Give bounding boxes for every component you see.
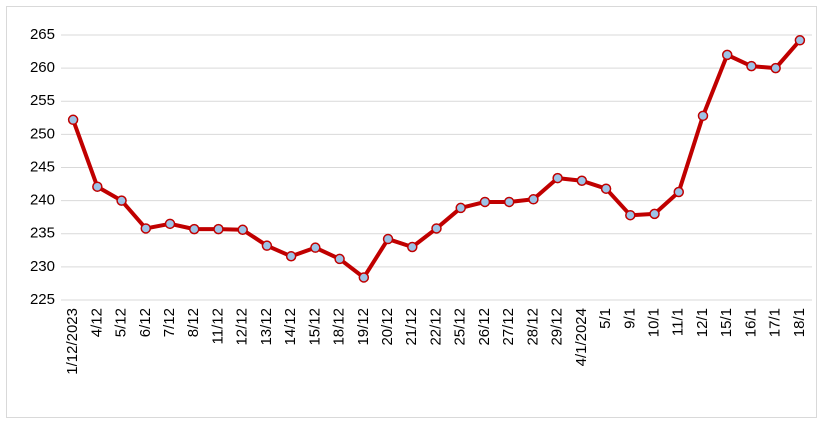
x-tick-label: 5/12: [113, 308, 130, 337]
x-tick-label: 9/1: [621, 308, 638, 329]
y-tick-label: 230: [30, 258, 55, 275]
chart-frame: [6, 6, 817, 418]
marker: [92, 181, 103, 192]
marker: [503, 196, 515, 208]
marker: [528, 194, 539, 205]
marker: [697, 110, 709, 122]
x-tick-label: 1/12/2023: [64, 308, 81, 375]
x-tick-label: 5/1: [597, 308, 614, 329]
x-tick-label: 4/1/2024: [573, 308, 590, 366]
marker: [407, 241, 418, 253]
y-tick-label: 260: [30, 59, 55, 76]
x-tick-label: 12/1: [694, 308, 711, 337]
marker: [382, 233, 394, 245]
marker: [164, 218, 176, 230]
marker: [600, 183, 612, 194]
marker: [188, 223, 200, 235]
x-tick-label: 20/12: [379, 308, 396, 346]
y-tick-label: 225: [30, 291, 55, 308]
y-tick-label: 265: [30, 26, 55, 43]
marker: [625, 209, 636, 221]
x-tick-label: 8/12: [185, 308, 202, 337]
x-tick-label: 4/12: [88, 308, 105, 337]
x-tick-label: 11/12: [209, 308, 226, 344]
marker: [770, 62, 781, 74]
marker: [261, 240, 273, 251]
x-tick-label: 12/12: [234, 308, 251, 346]
marker: [213, 223, 224, 235]
x-tick-label: 18/12: [331, 308, 348, 346]
marker: [334, 253, 345, 265]
x-tick-label: 21/12: [403, 308, 420, 346]
x-tick-label: 10/1: [646, 308, 663, 337]
marker: [649, 208, 660, 220]
marker: [455, 202, 466, 214]
marker: [794, 35, 806, 46]
x-tick-label: 27/12: [500, 308, 517, 346]
y-tick-label: 235: [30, 225, 55, 242]
x-tick-label: 13/12: [258, 308, 275, 346]
x-tick-label: 16/1: [742, 308, 759, 337]
marker: [140, 223, 152, 234]
marker: [552, 172, 563, 184]
marker: [67, 114, 79, 126]
x-tick-label: 28/12: [524, 308, 541, 346]
x-tick-label: 26/12: [476, 308, 493, 346]
x-tick-label: 25/12: [452, 308, 469, 346]
marker: [310, 242, 321, 253]
x-tick-label: 11/1: [670, 308, 687, 336]
x-tick-label: 14/12: [282, 308, 299, 346]
y-tick-label: 240: [30, 192, 55, 209]
marker: [576, 175, 588, 186]
marker: [431, 223, 442, 234]
y-tick-label: 250: [30, 125, 55, 142]
y-tick-label: 245: [30, 158, 55, 175]
x-tick-label: 15/1: [718, 308, 735, 337]
x-tick-label: 19/12: [355, 308, 372, 346]
x-tick-label: 29/12: [549, 308, 566, 346]
x-tick-label: 17/1: [767, 308, 784, 337]
marker: [673, 186, 685, 198]
x-tick-label: 6/12: [137, 308, 154, 337]
marker: [237, 224, 248, 236]
x-tick-label: 18/1: [791, 308, 808, 337]
y-tick-label: 255: [30, 92, 55, 109]
x-tick-label: 7/12: [161, 308, 178, 337]
marker: [721, 49, 733, 61]
marker: [746, 60, 757, 72]
x-tick-label: 22/12: [427, 308, 444, 346]
marker: [116, 195, 127, 206]
x-tick-label: 15/12: [306, 308, 323, 346]
marker: [285, 251, 297, 262]
marker: [479, 196, 491, 208]
marker: [358, 272, 370, 283]
